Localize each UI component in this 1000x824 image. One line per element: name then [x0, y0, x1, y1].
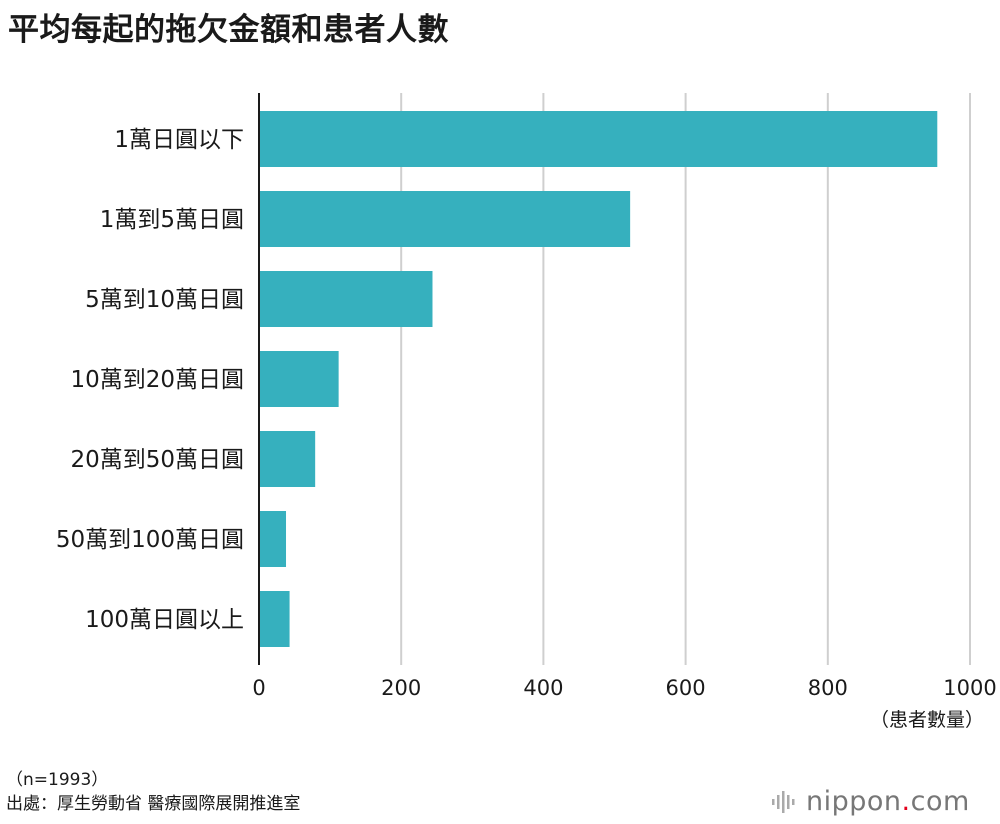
x-tick-label: 1000 [943, 676, 996, 700]
bar-chart: 1萬日圓以下 1萬到5萬日圓 5萬到10萬日圓 10萬到20萬日圓 20萬到50萬日圓 5… [56, 93, 997, 700]
bar [259, 511, 287, 567]
category-label: 10萬到20萬日圓 [70, 367, 244, 393]
x-tick-label: 400 [523, 676, 563, 700]
bar [259, 271, 433, 327]
bar [259, 351, 339, 407]
bar [259, 111, 938, 167]
x-tick-label: 200 [381, 676, 421, 700]
logo-text: nippon.com [806, 786, 970, 817]
x-tick-label: 600 [666, 676, 706, 700]
chart-title: 平均每起的拖欠金額和患者人數 [8, 12, 449, 48]
grid-lines [400, 93, 971, 665]
sample-size-note: （n=1993） [6, 770, 109, 790]
sound-wave-icon [772, 790, 795, 813]
bar [259, 591, 290, 647]
bar [259, 431, 316, 487]
x-tick-labels: 0 200 400 600 800 1000 [252, 676, 996, 700]
x-tick-label: 0 [252, 676, 265, 700]
x-tick-label: 800 [808, 676, 848, 700]
x-axis-unit-label: （患者數量） [869, 709, 984, 731]
nippon-logo[interactable]: nippon.com [772, 786, 970, 817]
source-note: 出處：厚生勞動省 醫療國際展開推進室 [6, 794, 301, 814]
bars [259, 111, 938, 647]
category-label: 5萬到10萬日圓 [85, 287, 244, 313]
category-label: 1萬到5萬日圓 [100, 207, 244, 233]
category-label: 1萬日圓以下 [114, 127, 244, 153]
category-label: 20萬到50萬日圓 [70, 447, 244, 473]
chart-notes: （n=1993） 出處：厚生勞動省 醫療國際展開推進室 [6, 768, 300, 816]
category-labels: 1萬日圓以下 1萬到5萬日圓 5萬到10萬日圓 10萬到20萬日圓 20萬到50萬日圓 5… [56, 127, 244, 633]
bar [259, 191, 631, 247]
category-label: 50萬到100萬日圓 [56, 527, 244, 553]
category-label: 100萬日圓以上 [85, 607, 244, 633]
